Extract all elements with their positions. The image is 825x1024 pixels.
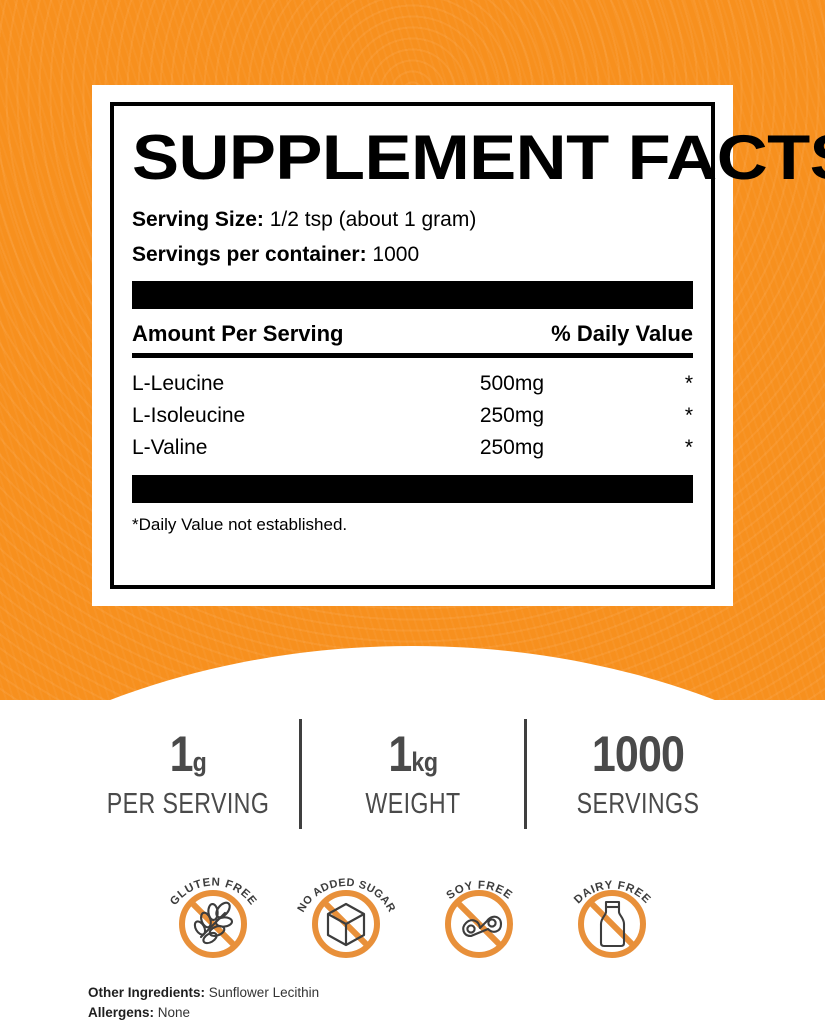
table-row: L-Isoleucine 250mg * [132,400,693,432]
nutrient-name: L-Leucine [132,372,225,395]
soybean-icon [444,890,513,958]
allergens-line: Allergens: None [88,1003,319,1023]
badge-gluten-free: GLUTEN FREE [147,852,280,970]
wheat-icon [178,890,247,958]
badge-no-added-sugar: NO ADDED SUGAR [280,852,413,970]
stat-number: 1 [387,726,412,782]
badges-row: GLUTEN FREE [0,852,825,972]
other-ingredients-value: Sunflower Lecithin [208,985,320,1000]
serving-size-label: Serving Size: [132,208,264,231]
supplement-facts-border: SUPPLEMENT FACTS Serving Size: 1/2 tsp (… [110,102,825,589]
nutrient-amount: 250mg [479,436,545,460]
milk-bottle-icon [577,890,646,958]
other-ingredients-line: Other Ingredients: Sunflower Lecithin [88,983,319,1003]
stats-row: 1g PER SERVING 1kg WEIGHT 1000 SERVINGS [0,714,825,834]
stat-unit: g [192,747,206,777]
stat-value-per-serving: 1g [92,729,283,779]
footer-ingredients: Other Ingredients: Sunflower Lecithin Al… [88,983,319,1022]
badge-soy-free: SOY FREE [413,852,546,970]
badge-dairy-free: DAIRY FREE [546,852,679,970]
serving-size-value: 1/2 tsp (about 1 gram) [269,208,477,231]
stat-value-servings: 1000 [542,729,733,779]
nutrient-daily-value: * [684,436,693,460]
footer-black-bar [132,475,693,504]
stat-number: 1 [169,726,193,782]
supplement-facts-card: SUPPLEMENT FACTS Serving Size: 1/2 tsp (… [92,85,825,606]
nutrient-daily-value: * [684,404,693,428]
header-thin-rule [132,353,693,358]
stat-number: 1000 [591,726,684,782]
servings-per-container-label: Servings per container: [132,243,367,266]
stat-weight: 1kg WEIGHT [302,729,524,819]
stat-unit: kg [410,747,438,777]
stat-value-weight: 1kg [317,729,508,779]
other-ingredients-label: Other Ingredients: [88,985,206,1000]
nutrient-amount: 500mg [479,372,545,395]
stat-servings: 1000 SERVINGS [527,729,749,819]
daily-value-footnote: *Daily Value not established. [132,515,348,535]
servings-per-container-value: 1000 [372,243,420,266]
column-header-amount: Amount Per Serving [132,321,344,346]
nutrient-table: L-Leucine 500mg * L-Isoleucine 250mg * L… [132,368,693,464]
header-black-bar [132,281,693,309]
nutrient-daily-value: * [684,372,693,395]
stat-label-per-serving: PER SERVING [106,788,269,820]
stat-label-servings: SERVINGS [576,788,699,820]
allergens-value: None [157,1004,191,1020]
servings-per-container-line: Servings per container: 1000 [132,243,693,267]
stat-per-serving: 1g PER SERVING [77,729,299,819]
table-column-headers: Amount Per Serving % Daily Value [132,321,693,347]
stat-label-weight: WEIGHT [364,788,461,820]
column-header-daily-value: % Daily Value [551,321,693,346]
nutrient-name: L-Valine [132,436,208,460]
nutrient-amount: 250mg [479,404,545,428]
table-row: L-Leucine 500mg * [132,368,693,400]
allergens-label: Allergens: [88,1004,155,1020]
stat-divider [298,719,302,829]
sugar-cube-icon [311,890,380,958]
table-row: L-Valine 250mg * [132,432,693,464]
stat-divider [523,719,527,829]
white-arc-divider [0,646,825,700]
nutrient-name: L-Isoleucine [132,404,246,428]
serving-size-line: Serving Size: 1/2 tsp (about 1 gram) [132,208,693,232]
page-title: SUPPLEMENT FACTS [132,123,825,193]
